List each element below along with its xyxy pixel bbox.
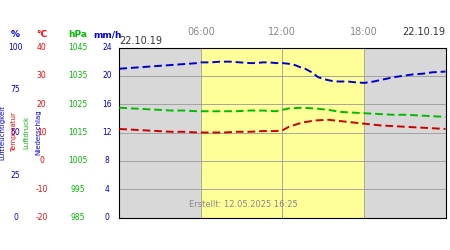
Text: 50: 50 — [11, 128, 20, 137]
Text: Temperatur: Temperatur — [11, 112, 17, 152]
Text: 16: 16 — [103, 100, 112, 109]
Text: 1025: 1025 — [68, 100, 87, 109]
Text: %: % — [11, 30, 20, 39]
Text: 995: 995 — [70, 185, 85, 194]
Text: -20: -20 — [36, 213, 48, 222]
Text: 1045: 1045 — [68, 43, 87, 52]
Text: 25: 25 — [11, 170, 20, 179]
Text: 30: 30 — [37, 71, 47, 80]
Text: Erstellt: 12.05.2025 16:25: Erstellt: 12.05.2025 16:25 — [189, 200, 297, 209]
Text: 1005: 1005 — [68, 156, 87, 165]
Text: 06:00: 06:00 — [187, 27, 215, 37]
Text: 18:00: 18:00 — [350, 27, 378, 37]
Text: Luftdruck: Luftdruck — [23, 116, 29, 149]
Text: 0: 0 — [105, 213, 110, 222]
Text: 1035: 1035 — [68, 71, 87, 80]
Text: 12:00: 12:00 — [269, 27, 296, 37]
Text: 40: 40 — [37, 43, 47, 52]
Text: 22.10.19: 22.10.19 — [402, 27, 446, 37]
Text: 0: 0 — [13, 213, 18, 222]
Bar — [201, 48, 364, 217]
Text: -10: -10 — [36, 185, 48, 194]
Text: 4: 4 — [105, 185, 110, 194]
Text: 20: 20 — [103, 71, 112, 80]
Text: 10: 10 — [37, 128, 46, 137]
Text: 12: 12 — [103, 128, 112, 137]
Text: 1015: 1015 — [68, 128, 87, 137]
Text: 22.10.19: 22.10.19 — [119, 36, 162, 46]
Text: Niederschlag: Niederschlag — [35, 110, 41, 155]
Text: 24: 24 — [103, 43, 112, 52]
Text: mm/h: mm/h — [93, 30, 122, 39]
Text: °C: °C — [36, 30, 47, 39]
Text: 985: 985 — [70, 213, 85, 222]
Text: 20: 20 — [37, 100, 46, 109]
Text: 0: 0 — [39, 156, 44, 165]
Text: 100: 100 — [8, 43, 23, 52]
Text: hPa: hPa — [68, 30, 87, 39]
Text: Luftfeuchtigkeit: Luftfeuchtigkeit — [0, 105, 5, 160]
Text: 8: 8 — [105, 156, 110, 165]
Text: 75: 75 — [11, 86, 20, 94]
